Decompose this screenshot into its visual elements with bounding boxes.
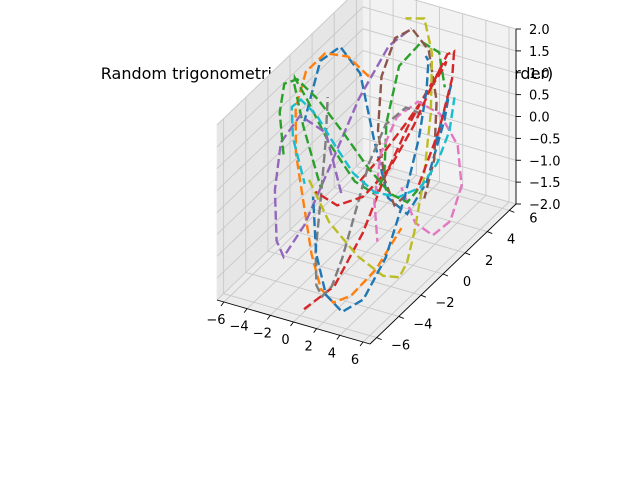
x-tick-mark	[290, 321, 294, 327]
z-tick-label: −1.5	[529, 176, 561, 191]
z-tick-label: −1.0	[529, 154, 561, 169]
grid-line-z	[216, 28, 517, 170]
x-tick-label: 6	[351, 353, 359, 368]
y-tick-mark	[487, 231, 493, 234]
y-tick-mark	[376, 337, 382, 341]
streamline-8	[314, 96, 426, 299]
streamline-12	[314, 49, 456, 207]
tick-labels: −6 −4 −2 0 2 4 6−6−4−20246−2.0−1.5−1.0−0.50.00…	[206, 23, 560, 368]
z-tick-label: 2.0	[529, 23, 550, 38]
grid-line-z	[216, 6, 517, 148]
grid-line-z	[216, 50, 517, 191]
z-tick-label: −2.0	[529, 198, 561, 213]
grid-line-z	[216, 93, 517, 235]
streamline-11	[311, 55, 430, 314]
grid-line-z	[216, 137, 517, 279]
x-tick-label: −4	[230, 320, 249, 335]
z-tick-label: −0.5	[529, 132, 561, 147]
z-tick-label: 1.5	[529, 45, 550, 60]
y-tick-label: −2	[435, 296, 454, 311]
x-tick-mark	[336, 335, 341, 340]
streamline-13	[278, 77, 419, 204]
x-tick-label: 0	[281, 333, 289, 348]
x-tick-mark	[243, 308, 248, 313]
y-tick-label: 4	[507, 233, 515, 248]
y-tick-mark	[509, 209, 515, 213]
streamline-3	[293, 40, 446, 197]
streamline-2	[294, 52, 403, 305]
y-tick-label: 6	[529, 211, 537, 226]
x-tick-mark	[313, 328, 318, 333]
x-tick-mark	[266, 315, 271, 320]
z-tick-label: 0.0	[529, 111, 550, 126]
x-tick-mark	[220, 301, 225, 307]
x-tick-label: −6	[206, 313, 225, 328]
z-tick-label: 1.0	[529, 67, 550, 82]
x-tick-label: 2	[305, 340, 313, 355]
y-tick-mark	[420, 294, 427, 298]
y-tick-label: 0	[463, 275, 471, 290]
streamline-1	[303, 45, 453, 216]
streamline-9	[307, 17, 434, 279]
y-tick-mark	[464, 252, 471, 256]
grid-lines	[216, 0, 517, 343]
y-tick-mark	[442, 273, 449, 277]
y-tick-mark	[398, 316, 404, 319]
streamline-series	[273, 17, 463, 314]
y-tick-label: 2	[485, 254, 493, 269]
z-tick-label: 0.5	[529, 89, 550, 104]
x-tick-label: −2	[253, 326, 272, 341]
x-tick-label: 4	[328, 346, 336, 361]
y-tick-label: −6	[391, 339, 410, 354]
y-tick-label: −4	[413, 317, 432, 332]
x-tick-mark	[359, 341, 364, 347]
grid-line-z	[216, 115, 517, 257]
streamline-10	[290, 97, 456, 199]
streamline-6	[376, 27, 438, 208]
grid-line-z	[216, 0, 517, 126]
